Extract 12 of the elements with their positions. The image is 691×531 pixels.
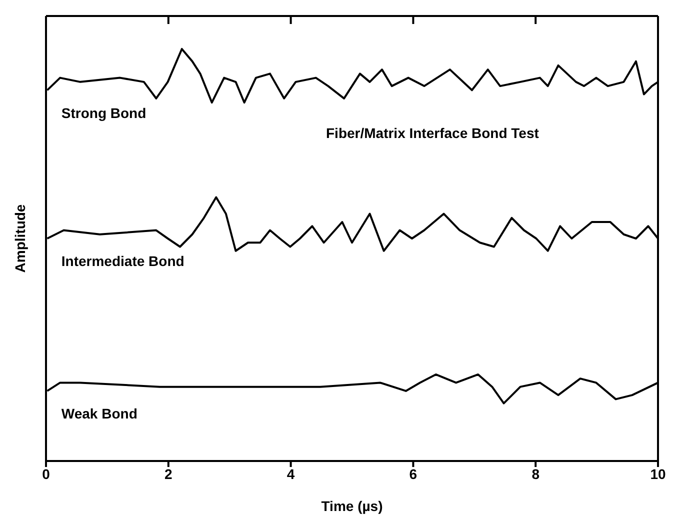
- series-label: Strong Bond: [61, 104, 146, 121]
- y-axis-title: Amplitude: [12, 204, 28, 273]
- series-label: Weak Bond: [61, 406, 138, 422]
- x-tick-label: 0: [42, 466, 50, 482]
- x-tick-label: 2: [164, 466, 172, 482]
- series-label: Intermediate Bond: [61, 253, 184, 270]
- text: Fiber/Matrix Interface Bond Test: [326, 125, 539, 141]
- x-tick-label: 6: [409, 466, 418, 482]
- x-axis-title: Time (µs): [321, 498, 383, 514]
- x-tick-label: 4: [286, 466, 295, 482]
- x-tick-label: 10: [650, 466, 666, 482]
- x-tick-label: 8: [532, 466, 540, 482]
